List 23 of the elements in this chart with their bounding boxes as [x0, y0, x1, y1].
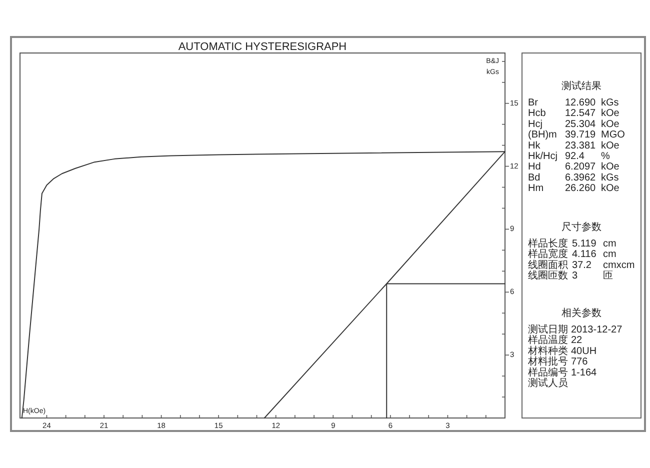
text: 线圈面积 37.2 cmxcm	[528, 258, 635, 271]
text: Br 12.690 kGs	[528, 98, 619, 108]
text: Bd 6.3962 kGs	[528, 172, 619, 184]
text: 测试结果	[562, 80, 602, 92]
text: 样品宽度 4.116 cm	[528, 248, 616, 260]
text: Hcj 25.304 kOe	[528, 118, 620, 130]
text: 样品编号 1-164	[528, 366, 598, 378]
text: 测试日期 2013-12-27	[528, 324, 623, 336]
text: 测试人员	[528, 377, 568, 389]
text: 相关参数	[562, 307, 602, 319]
text: Hm 26.260 kOe	[528, 183, 620, 194]
text: Hk 23.381 kOe	[528, 140, 620, 152]
text: 材料批号 776	[527, 356, 588, 368]
text: Hd 6.2097 kOe	[528, 162, 620, 173]
text: 材料种类 40UH	[527, 344, 597, 357]
text: (BH)m 39.719 MGO	[528, 130, 626, 141]
text: 线圈匝数 3 匝	[528, 270, 613, 282]
text: Hk/Hcj 92.4 %	[528, 151, 610, 162]
text: 样品长度 5.119 cm	[528, 238, 616, 250]
text: Hcb 12.547 kOe	[528, 108, 620, 120]
chart-title: AUTOMATIC HYSTERESIGRAPH	[178, 41, 347, 53]
text: 样品温度 22	[528, 334, 583, 346]
text: 尺寸参数	[562, 221, 602, 233]
